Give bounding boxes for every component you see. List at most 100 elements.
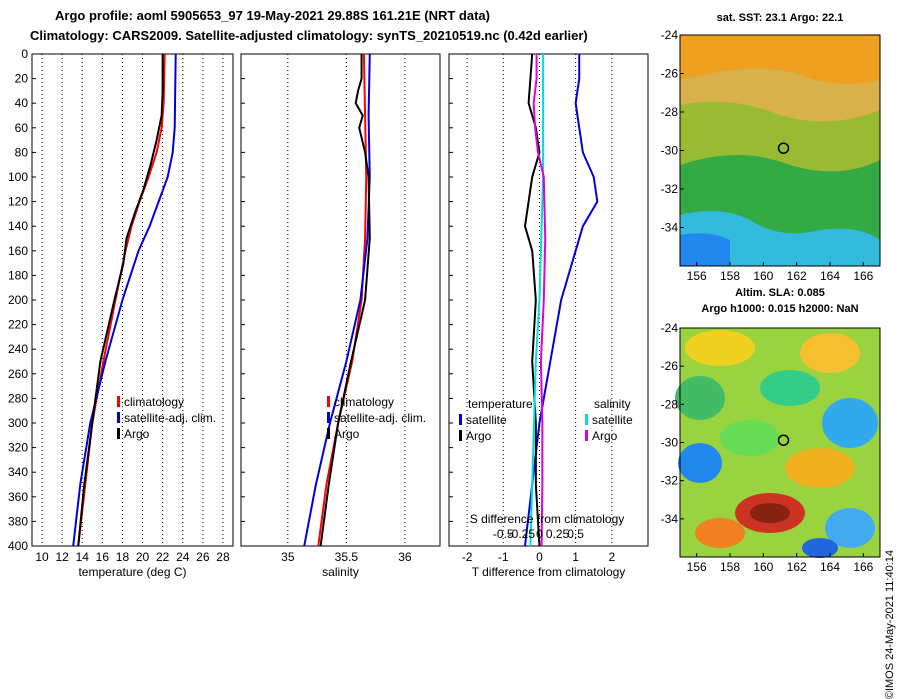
- sst-argo-marker: [777, 142, 790, 154]
- difference-series-temperature-satellite: [523, 54, 599, 547]
- depth-tick-label: 140: [8, 219, 28, 233]
- diff-s-tick-label: 0.25: [546, 527, 570, 541]
- salinity-series-Argo: [319, 54, 371, 547]
- diff-legend-sal-label: Argo: [592, 429, 618, 443]
- diff-legend-temp-swatch: [459, 430, 462, 441]
- sla-anomaly-patch: [802, 538, 838, 558]
- sst-lat-label: -34: [661, 221, 679, 235]
- sla-lon-label: 164: [820, 560, 840, 574]
- diff-legend-salinity-header: salinity: [594, 397, 631, 411]
- difference-xtick-label: 2: [608, 550, 615, 564]
- depth-tick-label: 100: [8, 170, 28, 184]
- salinity-legend-label: climatology: [334, 395, 394, 409]
- temperature-xlabel: temperature (deg C): [78, 565, 186, 579]
- salinity-legend-label: satellite-adj. clim.: [334, 411, 426, 425]
- sst-cold-patch: [680, 233, 730, 266]
- depth-tick-label: 260: [8, 367, 28, 381]
- salinity-frame: [240, 53, 441, 547]
- salinity-xlabel: salinity: [322, 565, 359, 579]
- depth-tick-label: 220: [8, 318, 28, 332]
- difference-series-salinity-satellite: [529, 54, 545, 547]
- sla-lat-label: -34: [661, 512, 679, 526]
- temperature-xtick-label: 16: [96, 550, 110, 564]
- temperature-xtick-label: 14: [76, 550, 90, 564]
- temperature-xtick-label: 24: [176, 550, 190, 564]
- diff-s-tick-label: 0.5: [567, 527, 584, 541]
- salinity-xtick-label: 35: [281, 550, 295, 564]
- diff-legend-sal-swatch: [585, 414, 588, 425]
- depth-tick-label: 280: [8, 391, 28, 405]
- depth-tick-label: 400: [8, 539, 28, 553]
- sst-map: 156 158 160 162 164 166 -24 -26 -28 -30 -32 -34: [661, 28, 881, 283]
- difference-xtick-label: -1: [498, 550, 509, 564]
- sst-lon-label: 162: [787, 269, 807, 283]
- sst-lat-label: -24: [661, 28, 679, 42]
- sla-lon-label: 158: [720, 560, 740, 574]
- depth-tick-label: 380: [8, 514, 28, 528]
- temperature-xtick-label: 18: [116, 550, 130, 564]
- salinity-legend-swatch: [327, 396, 330, 407]
- salinity-xtick-label: 35.5: [335, 550, 359, 564]
- difference-xtick-label: 1: [572, 550, 579, 564]
- salinity-legend-label: Argo: [334, 427, 360, 441]
- sla-lat-label: -28: [661, 397, 679, 411]
- temperature-xtick-label: 28: [216, 550, 230, 564]
- diff-legend-temperature-header: temperature: [468, 397, 533, 411]
- sla-lat-label: -30: [661, 436, 679, 450]
- temperature-legend-label: satellite-adj. clim.: [124, 411, 216, 425]
- sla-lat-label: -32: [661, 474, 679, 488]
- temperature-legend-swatch: [117, 428, 120, 439]
- temperature-series-satellite-adj.-clim.: [72, 53, 177, 547]
- sla-anomaly-patch: [675, 376, 725, 420]
- sla-anomaly-patch: [720, 420, 780, 456]
- temperature-xtick-label: 10: [35, 550, 49, 564]
- sla-field: [675, 328, 880, 558]
- sla-anomaly-patch: [822, 398, 878, 448]
- depth-tick-label: 0: [21, 47, 28, 61]
- sst-lon-label: 166: [853, 269, 873, 283]
- sla-anomaly-patch: [695, 518, 745, 548]
- sst-lat-label: -28: [661, 105, 679, 119]
- salinity-xtick-label: 36: [398, 550, 412, 564]
- diff-s-axis-label: S difference from climatology: [470, 512, 625, 526]
- sla-anomaly-patch: [760, 370, 820, 406]
- depth-tick-label: 320: [8, 441, 28, 455]
- sst-lon-label: 160: [753, 269, 773, 283]
- difference-xtick-label: -2: [462, 550, 473, 564]
- sst-lat-label: -32: [661, 182, 679, 196]
- temperature-legend-swatch: [117, 396, 120, 407]
- depth-tick-label: 240: [8, 342, 28, 356]
- sla-map-title-1: Altim. SLA: 0.085: [735, 287, 825, 299]
- diff-legend-sal-label: satellite: [592, 413, 633, 427]
- depth-tick-label: 300: [8, 416, 28, 430]
- sla-argo-marker: [777, 434, 790, 446]
- title-line-1: Argo profile: aoml 5905653_97 19-May-202…: [55, 8, 490, 23]
- difference-xtick-label: 0: [536, 550, 543, 564]
- temperature-legend-label: Argo: [124, 427, 150, 441]
- title-line-2: Climatology: CARS2009. Satellite-adjuste…: [30, 28, 588, 43]
- sst-map-title: sat. SST: 23.1 Argo: 22.1: [716, 12, 844, 24]
- salinity-legend-swatch: [327, 412, 330, 423]
- sst-lat-label: -26: [661, 67, 679, 81]
- sst-lon-label: 164: [820, 269, 840, 283]
- temperature-frame: [31, 53, 234, 547]
- diff-legend-temp-swatch: [459, 414, 462, 425]
- depth-tick-label: 200: [8, 293, 28, 307]
- depth-tick-label: 40: [15, 96, 29, 110]
- depth-tick-label: 20: [15, 72, 29, 86]
- difference-xlabel: T difference from climatology: [472, 565, 626, 579]
- depth-tick-label: 160: [8, 244, 28, 258]
- sla-anomaly-patch: [750, 503, 790, 523]
- depth-tick-label: 360: [8, 490, 28, 504]
- salinity-series-satellite-adj.-clim.: [303, 53, 371, 547]
- sla-anomaly-patch: [825, 508, 875, 548]
- sla-lat-label: -24: [661, 321, 679, 335]
- sst-warm-band: [680, 35, 880, 84]
- sla-lon-label: 162: [787, 560, 807, 574]
- sst-lon-label: 156: [687, 269, 707, 283]
- temperature-legend-swatch: [117, 412, 120, 423]
- depth-tick-label: 60: [15, 121, 29, 135]
- temperature-xtick-label: 20: [136, 550, 150, 564]
- sst-lat-label: -30: [661, 144, 679, 158]
